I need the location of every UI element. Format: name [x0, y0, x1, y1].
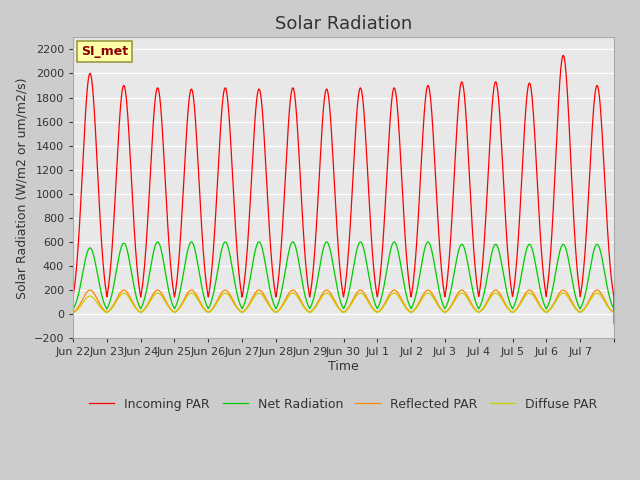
Incoming PAR: [559, 52, 567, 58]
Line: Diffuse PAR: Diffuse PAR: [73, 293, 614, 314]
Net Radiation: [470, 293, 478, 299]
Y-axis label: Solar Radiation (W/m2 or um/m2/s): Solar Radiation (W/m2 or um/m2/s): [15, 77, 28, 299]
Incoming PAR: [470, 251, 478, 257]
Line: Net Radiation: Net Radiation: [73, 242, 614, 324]
Reflected PAR: [389, 288, 397, 293]
Incoming PAR: [610, 311, 618, 317]
Reflected PAR: [86, 287, 94, 293]
Incoming PAR: [389, 87, 397, 93]
Diffuse PAR: [593, 290, 601, 296]
Incoming PAR: [265, 218, 273, 224]
Line: Incoming PAR: Incoming PAR: [73, 55, 614, 314]
Reflected PAR: [470, 305, 478, 311]
Reflected PAR: [97, 302, 104, 308]
Diffuse PAR: [265, 302, 273, 308]
Incoming PAR: [499, 168, 507, 173]
Reflected PAR: [610, 311, 618, 317]
Legend: Incoming PAR, Net Radiation, Reflected PAR, Diffuse PAR: Incoming PAR, Net Radiation, Reflected P…: [84, 393, 603, 416]
Diffuse PAR: [610, 311, 618, 317]
Net Radiation: [610, 321, 618, 327]
Diffuse PAR: [470, 306, 478, 312]
Net Radiation: [389, 240, 397, 245]
Incoming PAR: [69, 293, 77, 299]
Net Radiation: [413, 288, 420, 294]
Net Radiation: [154, 239, 161, 245]
X-axis label: Time: Time: [328, 360, 359, 373]
Net Radiation: [499, 268, 507, 274]
Diffuse PAR: [69, 310, 77, 316]
Line: Reflected PAR: Reflected PAR: [73, 290, 614, 314]
Title: Solar Radiation: Solar Radiation: [275, 15, 412, 33]
Text: SI_met: SI_met: [81, 45, 129, 58]
Diffuse PAR: [413, 305, 420, 311]
Reflected PAR: [413, 303, 420, 309]
Net Radiation: [97, 286, 104, 291]
Incoming PAR: [97, 219, 104, 225]
Net Radiation: [265, 282, 273, 288]
Reflected PAR: [69, 310, 77, 315]
Reflected PAR: [265, 301, 273, 307]
Reflected PAR: [499, 297, 507, 302]
Net Radiation: [69, 306, 77, 312]
Diffuse PAR: [97, 304, 104, 310]
Incoming PAR: [413, 240, 420, 245]
Diffuse PAR: [389, 290, 397, 296]
Diffuse PAR: [499, 298, 507, 304]
